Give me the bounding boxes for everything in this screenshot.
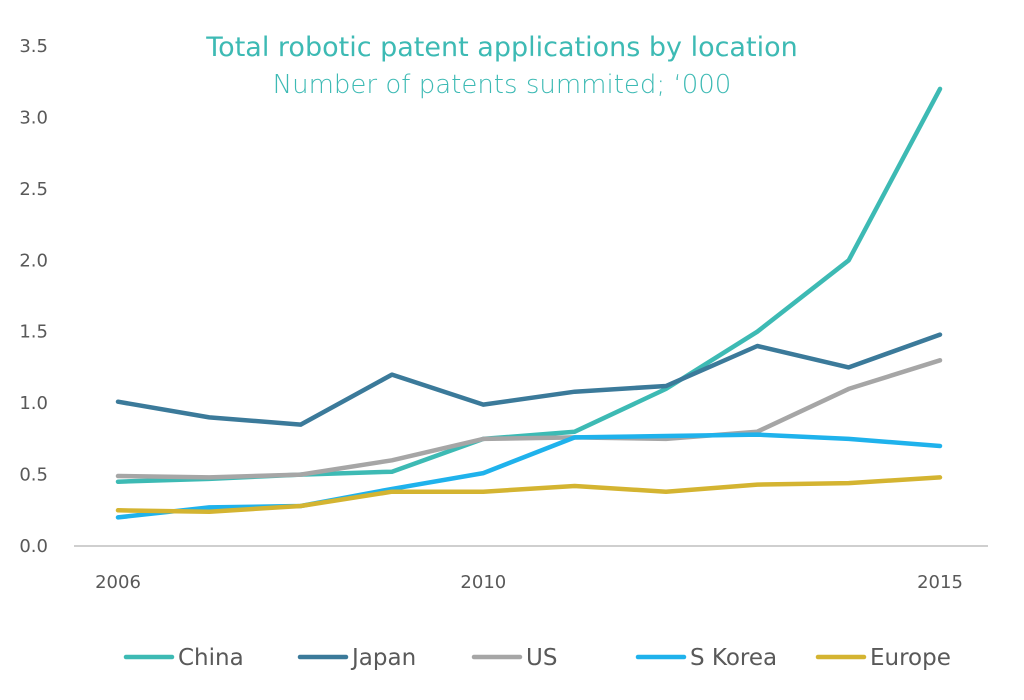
- series-lines: [115, 86, 943, 520]
- legend-label-s-korea: S Korea: [690, 645, 777, 671]
- series-line-us: [115, 358, 943, 480]
- legend: China Japan US S Korea Europe: [123, 645, 951, 671]
- y-tick-label: 0.5: [19, 465, 48, 486]
- y-tick-label: 0.0: [19, 536, 48, 557]
- x-axis-ticks: 2006 2010 2015: [95, 572, 963, 593]
- series-line-europe: [115, 475, 943, 514]
- chart-title: Total robotic patent applications by loc…: [205, 32, 797, 63]
- series-line-china: [115, 86, 943, 484]
- legend-label-japan: Japan: [350, 645, 416, 671]
- chart-subtitle: Number of patents summited; ‘000: [273, 70, 732, 100]
- x-tick-label: 2006: [95, 572, 141, 593]
- x-tick-label: 2015: [917, 572, 963, 593]
- y-tick-label: 1.0: [19, 393, 48, 414]
- legend-label-us: US: [526, 645, 557, 671]
- y-tick-label: 3.5: [19, 36, 48, 57]
- y-axis-ticks: 0.0 0.5 1.0 1.5 2.0 2.5 3.0 3.5: [19, 36, 48, 557]
- legend-label-china: China: [178, 645, 244, 671]
- legend-label-europe: Europe: [870, 645, 951, 671]
- y-tick-label: 2.0: [19, 250, 48, 271]
- series-line-japan: [115, 332, 943, 427]
- y-tick-label: 3.0: [19, 107, 48, 128]
- x-tick-label: 2010: [460, 572, 506, 593]
- y-tick-label: 1.5: [19, 322, 48, 343]
- y-tick-label: 2.5: [19, 179, 48, 200]
